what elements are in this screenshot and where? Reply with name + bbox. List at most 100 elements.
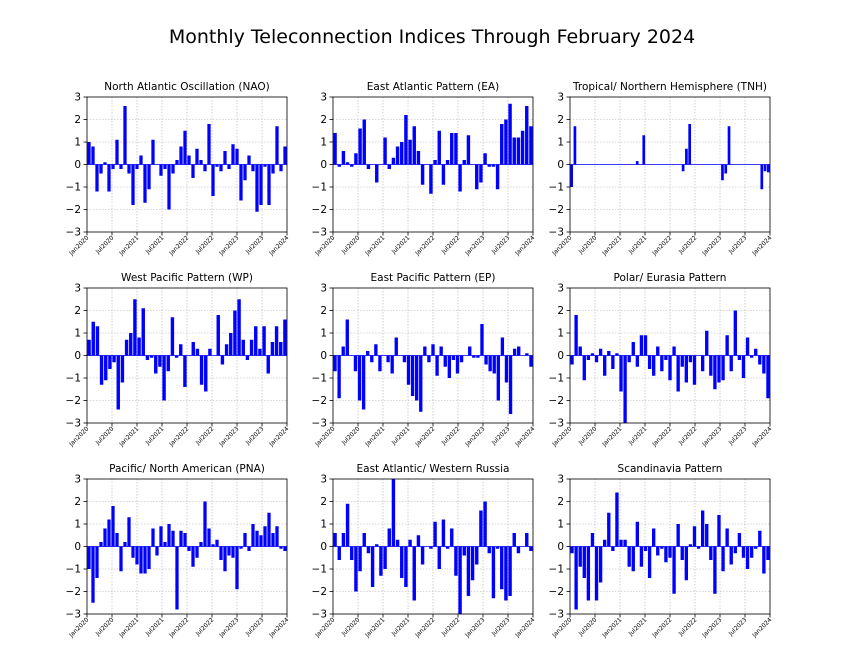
x-tick-label: Jul2022 [194, 616, 216, 638]
bar [247, 155, 251, 165]
bar [727, 126, 731, 165]
x-tick-label: Jan2021 [363, 234, 386, 257]
x-tick-label: Jan2023 [217, 425, 240, 448]
bar [656, 346, 660, 356]
bar [680, 546, 684, 560]
bar [590, 353, 595, 356]
bar [394, 337, 398, 356]
bar [406, 355, 411, 385]
bar [263, 526, 267, 547]
bar [607, 351, 611, 356]
y-tick-label: 0 [557, 541, 564, 553]
bar [725, 335, 729, 356]
bar [333, 133, 337, 165]
bar [574, 315, 578, 356]
x-tick-label: Jul2023 [490, 616, 512, 638]
bar [437, 130, 441, 165]
x-tick-label: Jan2022 [413, 425, 436, 448]
y-tick-label: −1 [549, 182, 564, 194]
bar [362, 119, 366, 165]
bar [183, 355, 187, 387]
bar [412, 546, 416, 601]
x-tick-label: Jul2021 [390, 234, 412, 256]
bar [95, 164, 99, 192]
bar [660, 355, 664, 372]
y-tick-label: −2 [66, 395, 81, 407]
bar [459, 355, 464, 363]
bar [170, 317, 175, 356]
bar [99, 542, 103, 547]
bar [450, 528, 454, 547]
bar [135, 546, 139, 565]
x-tick-label: Jan2022 [413, 234, 436, 257]
bar [283, 146, 287, 165]
bar [466, 135, 471, 165]
bar [721, 546, 725, 572]
bar [383, 137, 387, 165]
bar [251, 164, 255, 172]
bar [283, 319, 287, 356]
bar [95, 546, 99, 578]
bar [611, 546, 615, 551]
x-tick-label: Jan2023 [700, 425, 723, 448]
bar [480, 324, 484, 356]
panel-title: West Pacific Pattern (WP) [121, 272, 253, 284]
bar [231, 546, 235, 558]
y-tick-label: 2 [557, 496, 564, 508]
x-tick-label: Jul2021 [627, 425, 649, 447]
bar [709, 546, 713, 560]
bar [491, 546, 496, 599]
bar [441, 519, 446, 547]
bar [111, 506, 115, 547]
bar [259, 535, 263, 547]
bar [195, 348, 200, 356]
bar [635, 355, 640, 367]
bar [195, 546, 199, 558]
bar [721, 164, 724, 181]
bar [267, 164, 271, 205]
bar [724, 164, 728, 174]
bar [472, 355, 476, 358]
bar [466, 546, 471, 596]
x-tick-label: Jul2021 [627, 234, 649, 256]
bar [103, 528, 107, 547]
bar [455, 355, 460, 374]
panel-title: East Pacific Pattern (EP) [371, 272, 496, 284]
panel-title: North Atlantic Oscillation (NAO) [104, 81, 269, 93]
bar [231, 144, 235, 165]
bar [441, 164, 446, 185]
bar [259, 164, 263, 205]
bar [492, 355, 496, 374]
x-tick-label: Jan2024 [750, 425, 773, 448]
bar [615, 492, 619, 547]
bar [91, 321, 95, 356]
bar [404, 115, 408, 165]
bar [337, 546, 341, 560]
bar [631, 546, 635, 572]
y-tick-label: −2 [549, 586, 564, 598]
bar [174, 355, 179, 358]
bar [354, 546, 358, 592]
bar [419, 355, 423, 412]
y-tick-label: 2 [320, 496, 327, 508]
bar [191, 546, 195, 567]
bar [239, 546, 243, 549]
x-tick-label: Jan2023 [217, 234, 240, 257]
y-tick-label: 1 [557, 519, 564, 531]
x-tick-label: Jan2023 [463, 425, 486, 448]
bar [520, 130, 525, 165]
x-tick-label: Jan2023 [463, 616, 486, 639]
bar [91, 546, 95, 603]
bar [279, 342, 283, 356]
y-tick-label: −1 [312, 182, 327, 194]
bar [737, 355, 742, 360]
bar [741, 355, 746, 378]
bar [163, 164, 167, 169]
y-tick-label: −1 [549, 564, 564, 576]
bar [127, 164, 131, 174]
y-tick-label: 1 [320, 328, 327, 340]
bar [445, 546, 450, 549]
bar [391, 479, 396, 547]
bar [454, 133, 458, 165]
